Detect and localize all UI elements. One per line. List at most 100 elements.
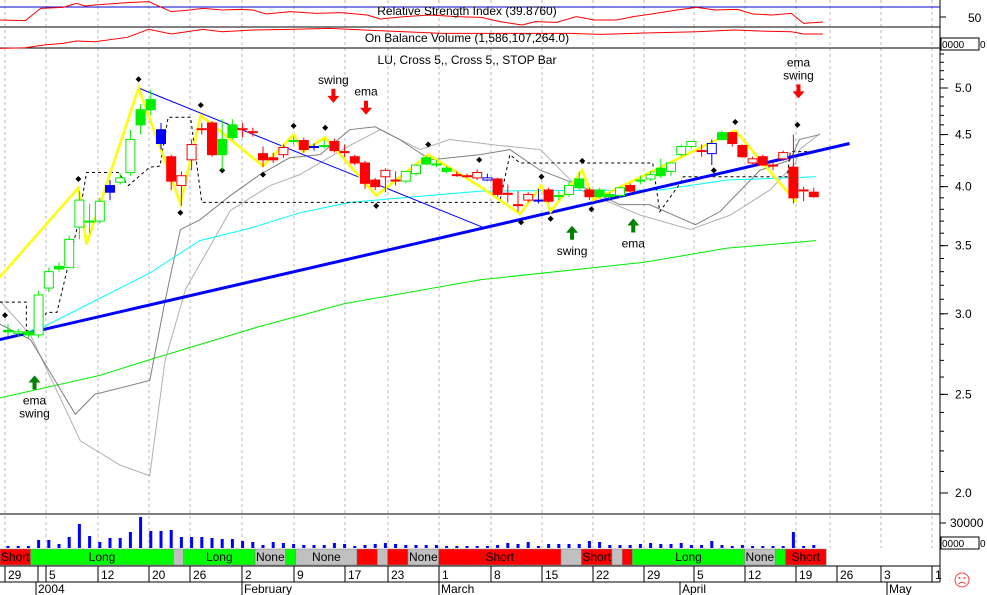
arrow-up-icon (627, 218, 640, 233)
volume-bar (659, 544, 663, 548)
candle-body (23, 331, 34, 336)
candle (564, 181, 574, 197)
candle (574, 171, 585, 189)
candle (217, 119, 228, 171)
candle-body (788, 166, 799, 199)
stop-line (0, 116, 813, 334)
day-label: 22 (596, 568, 610, 582)
candle (54, 262, 64, 272)
signal-segment-none (173, 548, 184, 566)
pivot-point (710, 167, 717, 174)
candle-body (329, 140, 340, 152)
short-moving-average (30, 176, 816, 331)
candle (421, 155, 432, 166)
month-label: March (441, 582, 474, 595)
day-label: 26 (193, 568, 207, 582)
volume-bar (720, 545, 724, 548)
volume-bar (292, 544, 296, 548)
candle (329, 138, 340, 153)
volume-bar (598, 542, 602, 548)
candle-body (706, 142, 717, 155)
pivot-point (373, 202, 380, 209)
candle (482, 173, 493, 182)
obv-axis-box (940, 37, 980, 51)
signal-segment-long (774, 548, 786, 566)
volume-bar (363, 545, 367, 548)
signal-segment-short (387, 548, 409, 566)
annotation-label: swing (557, 244, 588, 258)
candle (584, 187, 595, 201)
price-overlays (0, 76, 850, 477)
candle (686, 140, 697, 149)
candle (727, 131, 738, 147)
candle (635, 175, 646, 185)
volume-bar (414, 545, 418, 548)
pivot-point (538, 173, 545, 180)
sad-face-icon[interactable] (954, 572, 970, 588)
candle-body (747, 158, 758, 164)
arrow-down-icon (360, 100, 373, 115)
candle (360, 160, 370, 189)
candle (380, 168, 391, 193)
candle-body (207, 122, 217, 156)
annotation-label: swing (19, 406, 50, 420)
signal-segment-none (377, 548, 388, 566)
volume-bar (404, 545, 408, 548)
candle (696, 144, 707, 157)
price-tick-label: 4.0 (955, 180, 972, 194)
candle (441, 166, 452, 174)
candle (737, 144, 748, 158)
candle-body (574, 178, 585, 189)
candle-body (54, 265, 64, 270)
volume-bars (6, 517, 816, 548)
pivot-point (547, 215, 554, 222)
candle (268, 152, 279, 163)
zigzag-line (0, 84, 798, 278)
signal-annotation: swing (318, 73, 349, 103)
candle-body (645, 174, 656, 180)
price-tick-label: 3.5 (955, 239, 972, 253)
candle-body (584, 189, 595, 198)
candle (186, 139, 197, 171)
volume-bar (771, 546, 775, 548)
candle-body (564, 185, 574, 195)
candle (13, 328, 24, 337)
candle-body (482, 177, 493, 181)
volume-bar (77, 524, 81, 548)
candle (74, 191, 85, 240)
volume-bar (577, 544, 581, 548)
candle (319, 139, 330, 149)
candle-body (13, 331, 24, 334)
signal-label: Short (791, 550, 820, 564)
candle (3, 324, 13, 337)
candle-body (727, 132, 738, 144)
pivot-point (588, 206, 595, 213)
volume-bar (516, 544, 520, 548)
candle (757, 154, 768, 167)
volume-bar (740, 545, 744, 548)
day-label: 8 (494, 568, 501, 582)
volume-bar (812, 545, 816, 548)
signal-label: Long (675, 550, 702, 564)
day-label: 5 (697, 568, 704, 582)
price-tick-label: 4.5 (955, 128, 972, 142)
candle-body (319, 145, 330, 148)
price-tick-label: 5.0 (955, 81, 972, 95)
candle (94, 197, 105, 224)
candle-body (186, 144, 197, 161)
volume-bar (261, 545, 265, 548)
candle-body (380, 169, 391, 178)
volume-bar (434, 545, 438, 548)
band-dark-line (0, 126, 821, 416)
volume-bar (567, 544, 571, 548)
volume-bar (108, 538, 112, 548)
volume-bar (679, 543, 683, 548)
volume-bar (394, 544, 398, 548)
signal-segment-short (621, 548, 633, 566)
obv-title: On Balance Volume (1,586,107,264.0) (365, 31, 569, 45)
pivot-point (290, 122, 297, 129)
candle (145, 89, 156, 116)
candle (115, 173, 126, 185)
candle (33, 290, 44, 339)
candle (462, 173, 472, 178)
